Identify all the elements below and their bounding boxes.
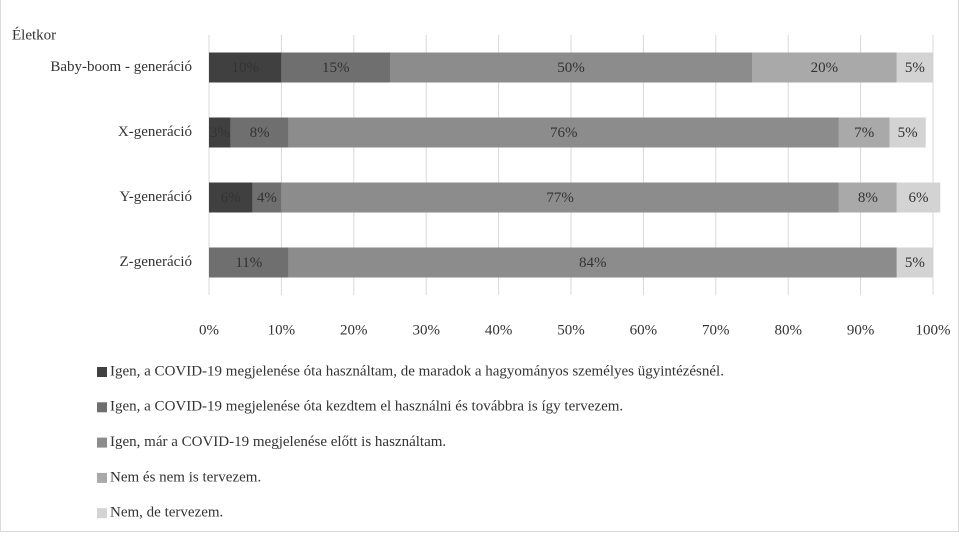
axis-title: Életkor: [12, 26, 56, 43]
bar-segment: [889, 117, 926, 148]
x-tick-label: 80%: [774, 322, 802, 338]
bar-segment: [390, 52, 752, 83]
data-label: 8%: [858, 190, 878, 206]
y-tick-label: X-generáció: [118, 124, 192, 140]
bar-segment: [281, 182, 839, 213]
bar-segment: [209, 117, 231, 148]
x-tick-label: 20%: [340, 322, 368, 338]
x-tick-label: 50%: [557, 322, 585, 338]
bar-segment: [838, 117, 890, 148]
x-tick-label: 30%: [412, 322, 440, 338]
bar-segment: [230, 117, 289, 148]
legend-label: Nem és nem is tervezem.: [110, 469, 261, 485]
data-label: 10%: [231, 60, 259, 76]
data-label: 84%: [579, 255, 607, 271]
y-tick-label: Y-generáció: [120, 189, 192, 205]
data-label: 3%: [210, 125, 230, 141]
bar-segment: [896, 182, 941, 213]
data-label: 5%: [905, 255, 925, 271]
legend-swatch: [97, 367, 107, 377]
x-tick-label: 0%: [199, 322, 219, 338]
x-tick-label: 10%: [268, 322, 296, 338]
bar-segment: [209, 182, 253, 213]
data-label: 11%: [235, 255, 262, 271]
bar-segment: [896, 247, 933, 278]
data-label: 76%: [550, 125, 578, 141]
bar-segment: [896, 52, 933, 83]
legend-label: Igen, már a COVID-19 megjelenése előtt i…: [110, 434, 446, 450]
x-tick-label: 40%: [485, 322, 513, 338]
data-label: 5%: [898, 125, 918, 141]
data-label: 4%: [257, 190, 277, 206]
bar-segment: [281, 52, 390, 83]
y-tick-label: Z-generáció: [120, 254, 192, 270]
legend-swatch: [97, 437, 107, 448]
data-label: 50%: [557, 60, 585, 76]
data-label: 8%: [250, 125, 270, 141]
legend-swatch: [97, 508, 107, 519]
legend-label: Igen, a COVID-19 megjelenése óta használ…: [110, 363, 724, 379]
data-label: 20%: [811, 60, 839, 76]
x-tick-label: 100%: [916, 322, 951, 338]
data-label: 6%: [221, 190, 241, 206]
bar-segment: [288, 247, 897, 278]
x-tick-label: 60%: [630, 322, 658, 338]
bar-segment: [288, 117, 839, 148]
bar-segment: [209, 52, 282, 83]
y-tick-label: Baby-boom - generáció: [50, 59, 192, 75]
x-tick-label: 70%: [702, 322, 730, 338]
x-tick-label: 90%: [847, 322, 875, 338]
bar-segment: [752, 52, 897, 83]
legend-swatch: [97, 472, 107, 483]
legend-swatch: [97, 402, 107, 413]
data-label: 5%: [905, 60, 925, 76]
data-label: 7%: [854, 125, 874, 141]
bar-segment: [838, 182, 897, 213]
bar-segment: [252, 182, 282, 213]
legend-label: Igen, a COVID-19 megjelenése óta kezdtem…: [110, 399, 623, 415]
data-label: 77%: [546, 190, 574, 206]
data-label: 15%: [322, 60, 350, 76]
legend-label: Nem, de tervezem.: [110, 505, 223, 521]
data-label: 6%: [909, 190, 929, 206]
bar-segment: [209, 247, 289, 278]
